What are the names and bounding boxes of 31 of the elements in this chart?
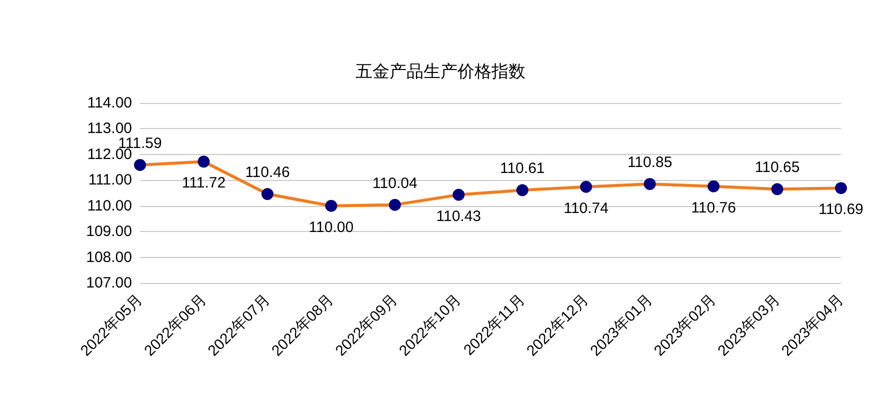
y-tick-label: 110.00 [87, 197, 132, 214]
data-label: 110.65 [754, 159, 800, 176]
data-label: 111.72 [182, 174, 226, 192]
point [452, 188, 465, 201]
data-label: 110.85 [627, 154, 672, 171]
data-label: 110.43 [436, 208, 482, 225]
y-tick-label: 107.00 [86, 274, 132, 292]
point [134, 158, 146, 171]
data-label: 110.76 [691, 199, 736, 216]
chart-title: 五金产品生产价格指数 [356, 62, 526, 81]
point [325, 200, 338, 212]
data-label: 110.69 [818, 201, 864, 218]
point [198, 156, 210, 168]
point [516, 184, 528, 196]
point [644, 178, 656, 190]
data-label: 110.46 [245, 164, 290, 182]
point [708, 180, 720, 192]
y-tick-label: 111.00 [88, 172, 132, 189]
point [835, 182, 847, 194]
point [771, 183, 784, 196]
point [388, 198, 401, 211]
point [261, 188, 274, 200]
point [580, 180, 592, 193]
y-tick-label: 108.00 [86, 248, 132, 266]
data-label: 110.00 [308, 218, 354, 236]
data-label: 110.61 [500, 160, 545, 178]
y-tick-label: 114.00 [87, 94, 132, 112]
y-tick-label: 109.00 [86, 223, 132, 240]
data-label: 110.74 [564, 200, 608, 217]
data-label: 110.04 [372, 174, 418, 192]
y-tick-label: 113.00 [87, 120, 132, 138]
